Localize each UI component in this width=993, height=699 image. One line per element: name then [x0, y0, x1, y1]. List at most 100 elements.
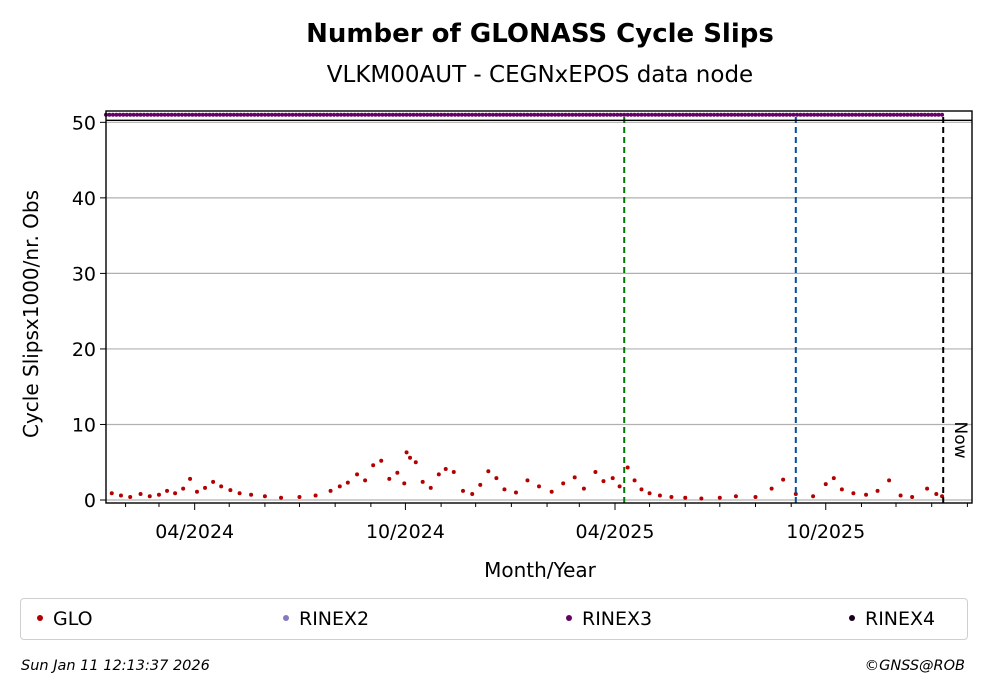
rinex3-point: [584, 112, 589, 117]
rinex3-point: [853, 112, 858, 117]
rinex3-point: [276, 112, 281, 117]
rinex3-point: [870, 112, 875, 117]
rinex3-point: [318, 112, 323, 117]
glo-point: [657, 493, 662, 498]
rinex3-point: [280, 112, 285, 117]
rinex3-point: [186, 112, 191, 117]
rinex3-point: [148, 112, 153, 117]
rinex3-point: [342, 112, 347, 117]
glo-point: [363, 478, 368, 483]
glo-point: [355, 472, 360, 477]
rinex3-point: [200, 112, 205, 117]
rinex3-point: [691, 112, 696, 117]
rinex3-point: [387, 112, 392, 117]
rinex3-point: [566, 112, 571, 117]
glo-point: [379, 458, 384, 463]
glo-point: [851, 491, 856, 496]
rinex3-point: [715, 112, 720, 117]
rinex3-point: [781, 112, 786, 117]
glo-point: [925, 486, 930, 491]
legend-item-glo: GLO: [37, 599, 93, 639]
rinex3-point: [110, 112, 115, 117]
glo-point: [228, 488, 233, 493]
rinex3-point: [525, 112, 530, 117]
rinex3-point: [653, 112, 658, 117]
glo-point: [601, 479, 606, 484]
glo-point: [910, 494, 915, 499]
rinex3-point: [891, 112, 896, 117]
rinex3-point: [411, 112, 416, 117]
rinex3-point: [273, 112, 278, 117]
rinex3-point: [708, 112, 713, 117]
rinex3-point: [694, 112, 699, 117]
rinex3-point: [332, 112, 337, 117]
glo-point: [138, 491, 143, 496]
rinex3-point: [712, 112, 717, 117]
rinex3-point: [245, 112, 250, 117]
rinex3-point: [497, 112, 502, 117]
glo-point: [537, 484, 541, 489]
y-tick-label-50: 50: [72, 112, 96, 134]
glo-point: [494, 476, 499, 481]
rinex3-point: [636, 112, 641, 117]
rinex3-point: [560, 112, 565, 117]
rinex3-point: [753, 112, 758, 117]
glo-point: [632, 478, 637, 483]
glo-point: [864, 492, 869, 497]
rinex3-point: [390, 112, 395, 117]
rinex3-point: [580, 112, 585, 117]
rinex3-point: [929, 112, 934, 117]
y-tick-label-20: 20: [72, 339, 96, 361]
rinex3-point: [162, 112, 167, 117]
glo-point: [647, 491, 652, 496]
rinex3-point: [349, 112, 354, 117]
glo-point: [781, 477, 786, 482]
rinex3-point: [190, 112, 195, 117]
rinex3-point: [826, 112, 831, 117]
rinex3-point: [877, 112, 882, 117]
glo-point: [831, 476, 836, 481]
rinex3-point: [549, 112, 554, 117]
rinex3-point: [836, 112, 841, 117]
legend: GLO RINEX2 RINEX3 RINEX4: [20, 598, 968, 640]
rinex3-point: [905, 112, 910, 117]
rinex3-point: [121, 112, 126, 117]
rinex3-point: [352, 112, 357, 117]
rinex3-point: [895, 112, 900, 117]
rinex3-point: [629, 112, 634, 117]
glo-point: [581, 486, 586, 491]
rinex3-point: [418, 112, 423, 117]
footer-timestamp: Sun Jan 11 12:13:37 2026: [21, 658, 210, 674]
rinex3-point: [218, 112, 223, 117]
rinex4-marker-icon: [849, 614, 855, 621]
glo-point: [875, 488, 880, 493]
rinex3-point: [718, 112, 723, 117]
rinex3-point: [912, 112, 917, 117]
glo-point: [118, 493, 123, 498]
rinex3-point: [266, 112, 271, 117]
rinex3-point: [680, 112, 685, 117]
rinex3-point: [677, 112, 682, 117]
glo-point: [194, 489, 199, 494]
rinex3-point: [439, 112, 444, 117]
rinex3-point: [770, 112, 775, 117]
rinex3-point: [446, 112, 451, 117]
rinex3-point: [857, 112, 862, 117]
rinex3-point: [466, 112, 471, 117]
rinex3-point: [864, 112, 869, 117]
x-tick-label: 10/2025: [786, 521, 865, 543]
axes: [100, 110, 973, 510]
gridlines: [106, 121, 972, 501]
rinex3-point: [490, 112, 495, 117]
rinex3-point: [138, 112, 143, 117]
rinex3-point: [345, 112, 350, 117]
rinex3-point: [207, 112, 212, 117]
rinex3-point: [611, 112, 616, 117]
rinex3-point: [556, 112, 561, 117]
rinex3-point: [767, 112, 772, 117]
rinex3-point: [722, 112, 727, 117]
rinex3-point: [933, 112, 938, 117]
rinex3-point: [898, 112, 903, 117]
rinex3-series: [104, 112, 945, 117]
legend-label-rinex3: RINEX3: [582, 608, 653, 630]
